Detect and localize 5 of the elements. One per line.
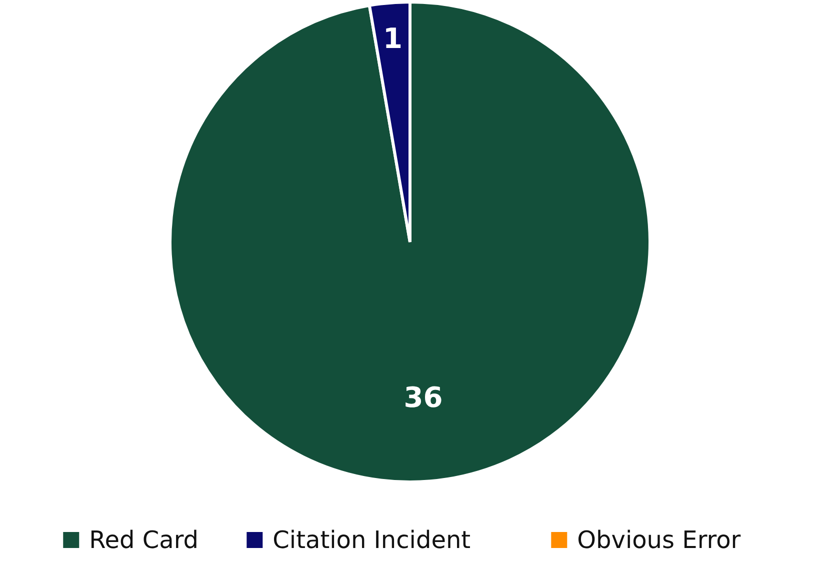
data-label: 36 — [404, 380, 443, 414]
data-label: 1 — [382, 22, 402, 56]
legend-label: Obvious Error — [577, 526, 741, 554]
legend-label: Red Card — [89, 526, 199, 554]
legend-label: Citation Incident — [272, 526, 471, 554]
